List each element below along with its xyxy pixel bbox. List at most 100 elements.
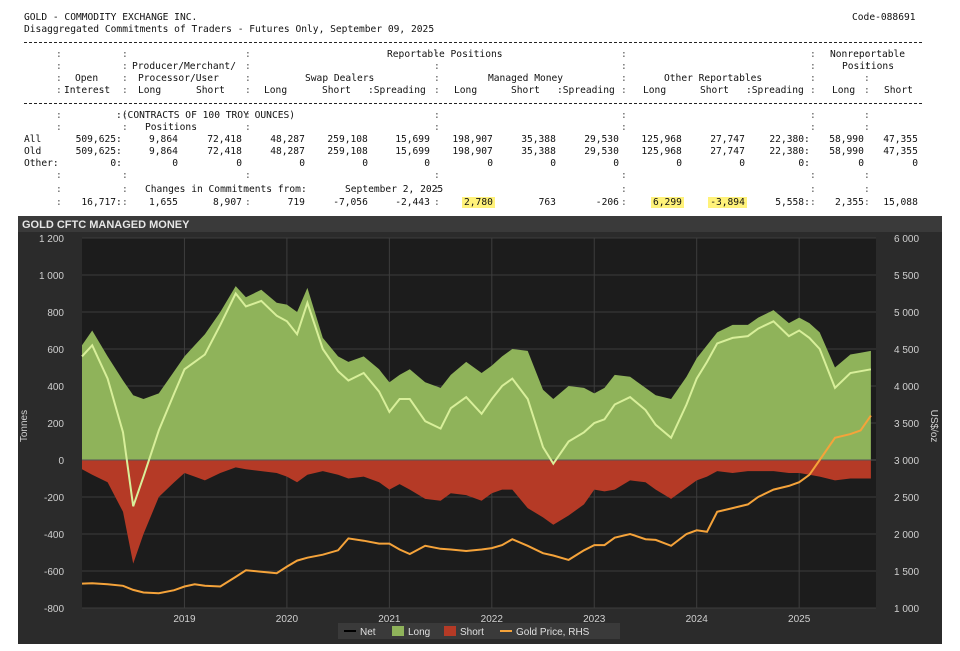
row-value: 58,990 <box>829 134 864 145</box>
row-value: 198,907 <box>452 134 493 145</box>
row-value: 0: <box>798 158 810 169</box>
row-value: 0 <box>362 158 368 169</box>
row-value: 0 <box>172 158 178 169</box>
y-tick-label: -400 <box>44 530 64 541</box>
change-value: 6,299 <box>651 197 684 208</box>
y2-tick-label: 2 500 <box>894 493 919 504</box>
row-value: 22,380: <box>769 134 810 145</box>
y2-tick-label: 4 500 <box>894 345 919 356</box>
legend-background <box>338 623 620 639</box>
x-tick-label: 2024 <box>686 614 709 625</box>
chart-svg: GOLD CFTC MANAGED MONEY -800 -600 -400 -200… <box>18 216 942 639</box>
y-tick-label: 1 000 <box>39 271 64 282</box>
y-axis-label: Tonnes <box>19 410 30 442</box>
x-tick-label: 2025 <box>788 614 811 625</box>
y2-tick-label: 1 000 <box>894 604 919 615</box>
x-tick-label: 2022 <box>481 614 504 625</box>
change-value: 15,088 <box>883 197 918 208</box>
change-value: 5,558: <box>775 197 810 208</box>
report-subtitle: Disaggregated Commitments of Traders - F… <box>24 24 435 35</box>
y2-tick-label: 4 000 <box>894 382 919 393</box>
sub-long: Long <box>138 85 162 96</box>
y2-tick-label: 5 000 <box>894 308 919 319</box>
sub-spreading: :Spreading <box>368 85 426 96</box>
row-value: 0 <box>424 158 430 169</box>
row-value: 125,968 <box>641 134 682 145</box>
x-tick-label: 2021 <box>378 614 401 625</box>
y-tick-label: 400 <box>47 382 64 393</box>
sub-long: Long <box>643 85 667 96</box>
sub-spreading: :Spreading <box>557 85 615 96</box>
header-rule <box>24 42 922 43</box>
legend-swatch-long <box>392 626 404 636</box>
row-value: 509,625: <box>75 146 122 157</box>
legend-label: Net <box>360 627 376 638</box>
group-other: Other Reportables <box>664 73 763 84</box>
header-rule-2 <box>24 103 922 104</box>
short-area <box>82 460 871 564</box>
long-area <box>82 286 871 460</box>
y-tick-label: 0 <box>58 456 64 467</box>
row-value: 0 <box>858 158 864 169</box>
row-value: 72,418 <box>207 146 242 157</box>
changes-label: Changes in Commitments from: <box>145 184 307 195</box>
row-value: 9,864 <box>149 146 178 157</box>
y-tick-label: 1 200 <box>39 234 64 245</box>
row-value: 259,108 <box>327 134 368 145</box>
row-value: 0 <box>613 158 619 169</box>
net-line <box>81 291 872 507</box>
row-value: 0 <box>550 158 556 169</box>
row-label: Old <box>24 146 42 157</box>
row-value: 0: <box>110 158 122 169</box>
row-value: 29,530 <box>584 146 619 157</box>
row-value: 47,355 <box>883 146 918 157</box>
chart-title-bar <box>18 216 942 232</box>
change-value: 763 <box>538 197 556 208</box>
y-tick-label: -200 <box>44 493 64 504</box>
change-value: -3,894 <box>708 197 747 208</box>
gold-price-line <box>81 415 872 595</box>
sub-short: Short <box>322 85 351 96</box>
report-title: GOLD - COMMODITY EXCHANGE INC. <box>24 12 198 23</box>
y2-tick-label: 6 000 <box>894 234 919 245</box>
row-value: 48,287 <box>270 146 305 157</box>
y2-tick-label: 3 500 <box>894 419 919 430</box>
row-value: 0 <box>487 158 493 169</box>
sub-short: Short <box>196 85 225 96</box>
sub-long: Long <box>832 85 856 96</box>
row-value: 48,287 <box>270 134 305 145</box>
chart-title: GOLD CFTC MANAGED MONEY <box>22 219 190 231</box>
y2-tick-label: 2 000 <box>894 530 919 541</box>
x-tick-label: 2020 <box>276 614 299 625</box>
row-value: 22,380: <box>769 146 810 157</box>
changes-date: September 2, 2025 <box>345 184 444 195</box>
row-value: 509,625: <box>75 134 122 145</box>
y-tick-label: 200 <box>47 419 64 430</box>
row-value: 15,699 <box>395 134 430 145</box>
units-label: :(CONTRACTS OF 100 TROY OUNCES) <box>116 110 296 121</box>
row-label: All <box>24 134 42 145</box>
col-open-2: Interest <box>64 85 111 96</box>
sub-long: Long <box>264 85 288 96</box>
header-nonreportable-2: Positions <box>842 61 894 72</box>
change-value: 8,907 <box>213 197 242 208</box>
x-tick-label: 2019 <box>173 614 196 625</box>
sub-short: Short <box>884 85 913 96</box>
row-value: 35,388 <box>521 146 556 157</box>
row-value: 0 <box>739 158 745 169</box>
legend-label: Short <box>460 627 484 638</box>
chart-legend: Net Long Short Gold Price, RHS <box>338 623 620 639</box>
row-value: 259,108 <box>327 146 368 157</box>
row-value: 125,968 <box>641 146 682 157</box>
row-value: 0 <box>676 158 682 169</box>
change-value: 16,717: <box>81 197 122 208</box>
change-value: -2,443 <box>395 197 430 208</box>
row-value: 29,530 <box>584 134 619 145</box>
sub-long: Long <box>454 85 478 96</box>
sub-short: Short <box>700 85 729 96</box>
y-tick-label: 600 <box>47 345 64 356</box>
report-code: Code-088691 <box>852 12 916 23</box>
group-swap: Swap Dealers <box>305 73 375 84</box>
col-open-1: Open <box>75 73 99 84</box>
row-value: 9,864 <box>149 134 178 145</box>
